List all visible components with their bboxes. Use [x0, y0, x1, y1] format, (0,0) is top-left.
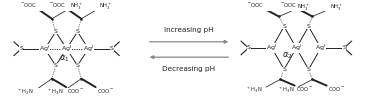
Text: S: S: [76, 63, 79, 68]
Text: $\alpha_2$: $\alpha_2$: [282, 50, 292, 61]
Text: $^+$H$_3$N: $^+$H$_3$N: [17, 88, 34, 97]
Text: COO$^-$: COO$^-$: [296, 85, 313, 93]
Text: S: S: [342, 45, 346, 50]
Text: S: S: [282, 67, 286, 72]
Text: S: S: [76, 29, 79, 34]
Text: S: S: [110, 46, 114, 51]
Text: NH$_3^+$: NH$_3^+$: [330, 2, 344, 13]
Text: $^{-}$OOC: $^{-}$OOC: [246, 1, 263, 9]
Text: Ag$^\mathregular{I}$: Ag$^\mathregular{I}$: [39, 44, 50, 54]
Text: Ag$^\mathregular{I}$: Ag$^\mathregular{I}$: [83, 44, 94, 54]
Text: $^{-}$OOC: $^{-}$OOC: [20, 1, 36, 9]
Text: $^+$H$_3$N: $^+$H$_3$N: [46, 88, 63, 97]
Text: $^+$H$_3$N: $^+$H$_3$N: [278, 85, 294, 95]
Text: NH$_3^+$: NH$_3^+$: [70, 2, 83, 12]
Text: $^{-}$OOC: $^{-}$OOC: [49, 1, 66, 9]
Text: S: S: [307, 67, 310, 72]
Text: S: S: [282, 24, 286, 29]
Text: S: S: [20, 46, 23, 51]
Text: Ag$^\mathregular{I}$: Ag$^\mathregular{I}$: [266, 43, 277, 53]
Text: COO$^-$: COO$^-$: [328, 85, 345, 93]
Text: NH$_3^+$: NH$_3^+$: [99, 2, 113, 12]
Text: S: S: [54, 29, 57, 34]
Text: $^+$H$_3$N: $^+$H$_3$N: [246, 85, 262, 95]
Text: $\alpha_1$: $\alpha_1$: [59, 53, 70, 64]
Text: COO$^-$: COO$^-$: [67, 87, 85, 95]
Text: COO$^-$: COO$^-$: [97, 87, 114, 95]
Text: $^{-}$OOC: $^{-}$OOC: [280, 1, 297, 9]
Text: Decreasing pH: Decreasing pH: [163, 66, 215, 72]
Text: Increasing pH: Increasing pH: [164, 27, 214, 33]
Text: S: S: [307, 24, 310, 29]
Text: Ag$^\mathregular{I}$: Ag$^\mathregular{I}$: [61, 44, 72, 54]
Text: NH$_3^+$: NH$_3^+$: [297, 2, 310, 13]
Text: Ag$^\mathregular{I}$: Ag$^\mathregular{I}$: [291, 43, 302, 53]
Text: S: S: [246, 45, 251, 50]
Text: S: S: [54, 63, 57, 68]
Text: Ag$^\mathregular{I}$: Ag$^\mathregular{I}$: [315, 43, 326, 53]
